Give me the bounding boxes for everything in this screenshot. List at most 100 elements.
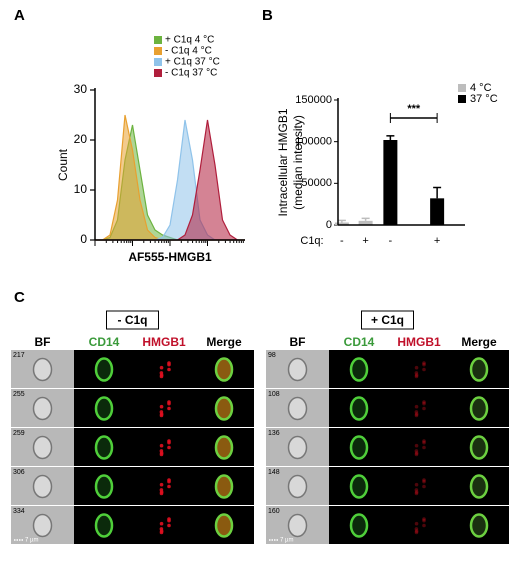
event-number: 136	[268, 430, 280, 437]
merge-cell	[214, 474, 234, 499]
legend-label: - C1q 37 °C	[165, 68, 217, 79]
hmgb1-spot	[422, 401, 426, 406]
hmgb1-spot	[414, 451, 419, 455]
hmgb1-spot	[159, 373, 164, 377]
cd14-cell	[349, 357, 369, 382]
event-number: 334	[13, 508, 25, 515]
legend-label: + C1q 37 °C	[165, 57, 220, 68]
cd14-cell	[349, 396, 369, 421]
legend-swatch	[458, 95, 466, 103]
bf-cell	[287, 357, 308, 382]
y-tick-label: 0	[80, 232, 87, 246]
significance-label: ***	[407, 103, 421, 115]
legend-label: 37 °C	[470, 93, 498, 105]
bf-cell	[287, 396, 308, 421]
bf-cell	[32, 513, 53, 538]
merge-cell	[214, 513, 234, 538]
event-number: 259	[13, 430, 25, 437]
hmgb1-spot	[414, 490, 419, 494]
hmgb1-spot	[167, 401, 171, 406]
column-header: CD14	[344, 335, 375, 349]
hmgb1-spot	[422, 484, 426, 489]
bf-cell	[287, 435, 308, 460]
group-title-box	[361, 310, 414, 330]
hmgb1-spot	[422, 523, 426, 528]
hmgb1-spot	[422, 478, 426, 482]
hmgb1-spot	[414, 412, 419, 416]
hmgb1-spot	[167, 479, 171, 484]
legend-label: + C1q 4 °C	[165, 35, 214, 46]
legend-label: - C1q 4 °C	[165, 46, 212, 57]
event-number: 160	[268, 508, 280, 515]
x-tick-label: +	[434, 235, 440, 247]
hmgb1-spot	[414, 527, 419, 531]
hmgb1-spot	[167, 523, 171, 528]
event-number: 148	[268, 469, 280, 476]
merge-cell	[469, 513, 489, 538]
group-title-box	[106, 310, 159, 330]
group-title: - C1q	[118, 313, 148, 327]
legend-label: 4 °C	[470, 82, 492, 94]
event-number: 98	[268, 352, 276, 359]
y-tick-label: 100000	[295, 136, 332, 148]
hmgb1-spot	[159, 365, 164, 370]
y-tick-label: 10	[74, 182, 88, 196]
y-tick-label: 0	[326, 219, 332, 231]
hmgb1-spot	[159, 490, 164, 494]
column-header: BF	[35, 335, 51, 349]
hmgb1-spot	[414, 529, 419, 533]
hmgb1-spot	[167, 367, 171, 372]
column-header: HMGB1	[142, 335, 186, 349]
bf-cell	[32, 474, 53, 499]
cd14-cell	[94, 396, 114, 421]
bar	[334, 222, 349, 225]
hmgb1-spot	[414, 373, 419, 377]
cd14-cell	[349, 513, 369, 538]
hmgb1-spot	[414, 443, 419, 448]
y-axis-label: Count	[56, 148, 70, 181]
event-number: 255	[13, 391, 25, 398]
hmgb1-spot	[414, 449, 419, 453]
hmgb1-spot	[159, 443, 164, 448]
hmgb1-spot	[167, 362, 171, 367]
legend-swatch	[154, 69, 162, 77]
hmgb1-spot	[167, 484, 171, 489]
hmgb1-spot	[414, 371, 419, 375]
hmgb1-spot	[414, 491, 419, 496]
hmgb1-spot	[414, 482, 419, 487]
group-title: + C1q	[371, 313, 404, 327]
bf-cell	[287, 513, 308, 538]
y-tick-label: 150000	[295, 94, 332, 106]
column-header: Merge	[461, 335, 497, 349]
cd14-cell	[94, 474, 114, 499]
merge-cell	[214, 435, 234, 460]
cd14-cell	[349, 474, 369, 499]
bf-cell	[32, 357, 53, 382]
legend-swatch	[154, 36, 162, 44]
y-axis-label: (median intensity)	[291, 115, 305, 210]
column-header: BF	[290, 335, 306, 349]
hmgb1-spot	[167, 445, 171, 450]
hmgb1-spot	[422, 367, 426, 372]
bf-cell	[287, 474, 308, 499]
bf-cell	[32, 396, 53, 421]
event-number: 108	[268, 391, 280, 398]
event-number: 217	[13, 352, 25, 359]
hmgb1-spot	[422, 406, 426, 411]
hmgb1-spot	[414, 452, 419, 457]
panel-label: A	[14, 7, 25, 24]
merge-cell	[214, 396, 234, 421]
event-number: 306	[13, 469, 25, 476]
hmgb1-spot	[159, 521, 164, 526]
hmgb1-spot	[422, 440, 426, 445]
hmgb1-spot	[159, 482, 164, 487]
hmgb1-spot	[167, 518, 171, 523]
merge-cell	[469, 396, 489, 421]
bar	[358, 220, 373, 225]
category-axis-label: C1q:	[300, 235, 323, 247]
x-tick-label: +	[362, 235, 368, 247]
hmgb1-spot	[414, 413, 419, 418]
merge-cell	[469, 435, 489, 460]
hmgb1-spot	[167, 406, 171, 411]
cd14-cell	[349, 435, 369, 460]
